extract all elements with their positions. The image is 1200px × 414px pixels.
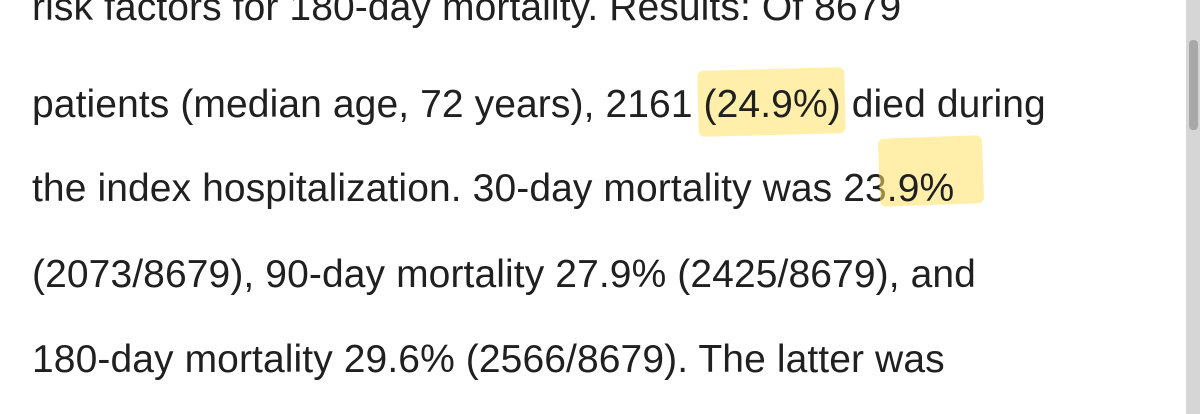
highlighted-text: .9%: [886, 167, 955, 210]
highlighted-text: (24.9%): [703, 83, 841, 126]
highlight-24-9-percent: (24.9%): [704, 83, 841, 127]
text-line-4-content: (2073/8679), 90-day mortality 27.9% (242…: [32, 253, 976, 296]
text-line-5: 180-day mortality 29.6% (2566/8679). The…: [32, 338, 945, 382]
text-line-2: patients (median age, 72 years), 2161 (2…: [32, 83, 1046, 127]
scrollbar[interactable]: [1186, 0, 1200, 414]
text-line-3: the index hospitalization. 30-day mortal…: [32, 167, 954, 211]
text-line-2-start: patients (median age, 72 years), 2161: [32, 83, 704, 126]
text-line-3-start: the index hospitalization. 30-day mortal…: [32, 167, 887, 210]
text-line-4: (2073/8679), 90-day mortality 27.9% (242…: [32, 253, 976, 297]
text-line-5-content: 180-day mortality 29.6% (2566/8679). The…: [32, 338, 945, 381]
text-line-1-content: risk factors for 180-day mortality. Resu…: [32, 0, 902, 29]
abstract-text: risk factors for 180-day mortality. Resu…: [32, 0, 1182, 414]
text-line-1: risk factors for 180-day mortality. Resu…: [32, 0, 901, 30]
scrollbar-thumb[interactable]: [1189, 40, 1198, 130]
highlight-23-9-percent: .9%: [887, 167, 955, 211]
text-line-2-end: died during: [840, 83, 1046, 126]
